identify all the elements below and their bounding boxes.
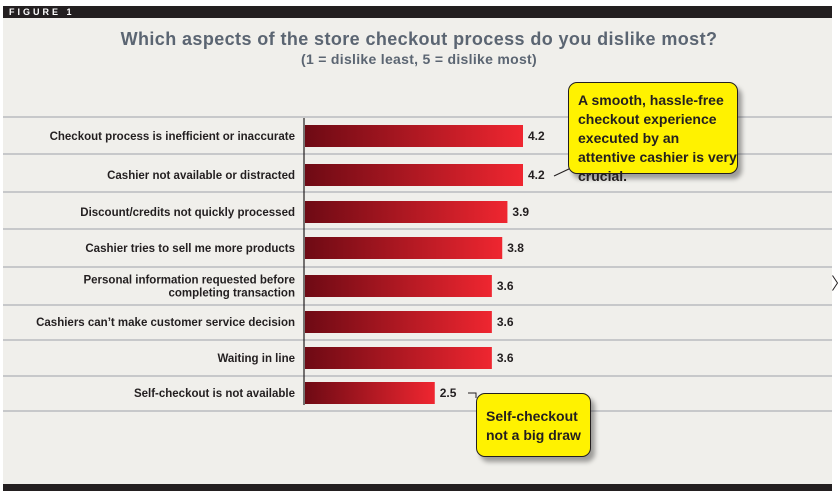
mouse-cursor-icon (832, 275, 838, 291)
bar-value-label: 3.9 (512, 205, 529, 219)
value-labels: 4.2 4.2 3.9 3.8 3.6 3.6 3.6 2.5 (440, 129, 545, 400)
figure-label: FIGURE 1 (9, 7, 75, 17)
callout-bottom-pointer (468, 392, 477, 398)
chart-subtitle: (1 = dislike least, 5 = dislike most) (301, 51, 537, 67)
row-separators (3, 116, 832, 412)
category-labels: Checkout process is inefficient or inacc… (36, 131, 295, 400)
callout-self-checkout-note: Self-checkout not a big draw (476, 393, 591, 457)
bar (305, 275, 492, 297)
bar-value-label: 2.5 (440, 386, 457, 400)
bar-value-label: 3.6 (497, 279, 514, 293)
figure-header-bar (3, 6, 832, 18)
category-label: Waiting in line (217, 353, 295, 365)
bar (305, 382, 435, 404)
figure-footer-bar (3, 484, 832, 491)
bar-value-label: 4.2 (528, 129, 545, 143)
bar (305, 237, 503, 259)
category-label: Discount/credits not quickly processed (80, 207, 295, 219)
category-label: Checkout process is inefficient or inacc… (50, 131, 295, 143)
bar-value-label: 3.6 (497, 351, 514, 365)
bar-group (305, 125, 523, 404)
bar (305, 201, 508, 223)
category-label: Self-checkout is not available (134, 388, 295, 400)
bar-value-label: 3.6 (497, 315, 514, 329)
bar-value-label: 3.8 (507, 241, 524, 255)
bar (305, 347, 492, 369)
callout-cashier-note: A smooth, hassle-free checkout experienc… (568, 82, 738, 184)
bar (305, 125, 523, 147)
bar (305, 164, 523, 186)
category-label: Cashiers can’t make customer service dec… (36, 317, 295, 329)
category-label: Personal information requested before com… (83, 275, 295, 300)
category-label: Cashier tries to sell me more products (85, 243, 295, 255)
bar-value-label: 4.2 (528, 168, 545, 182)
category-label: Cashier not available or distracted (107, 170, 295, 182)
bar (305, 311, 492, 333)
chart-title: Which aspects of the store checkout proc… (120, 29, 718, 49)
